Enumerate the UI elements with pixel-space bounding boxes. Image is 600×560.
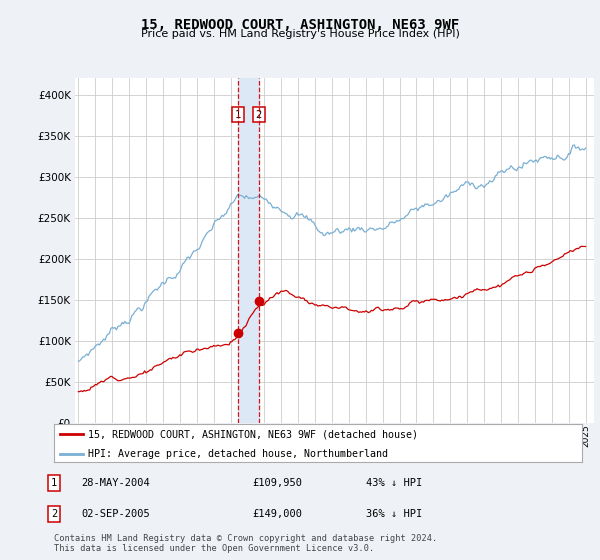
Bar xyxy=(238,78,259,423)
Text: 43% ↓ HPI: 43% ↓ HPI xyxy=(366,478,422,488)
Text: 15, REDWOOD COURT, ASHINGTON, NE63 9WF: 15, REDWOOD COURT, ASHINGTON, NE63 9WF xyxy=(141,18,459,32)
Text: £109,950: £109,950 xyxy=(252,478,302,488)
Text: Contains HM Land Registry data © Crown copyright and database right 2024.
This d: Contains HM Land Registry data © Crown c… xyxy=(54,534,437,553)
Text: 2: 2 xyxy=(51,509,57,519)
Text: 1: 1 xyxy=(51,478,57,488)
Text: 02-SEP-2005: 02-SEP-2005 xyxy=(81,509,150,519)
Text: Price paid vs. HM Land Registry's House Price Index (HPI): Price paid vs. HM Land Registry's House … xyxy=(140,29,460,39)
Text: 2: 2 xyxy=(256,110,262,120)
Text: 15, REDWOOD COURT, ASHINGTON, NE63 9WF (detached house): 15, REDWOOD COURT, ASHINGTON, NE63 9WF (… xyxy=(88,429,418,439)
Text: 1: 1 xyxy=(235,110,241,120)
Text: £149,000: £149,000 xyxy=(252,509,302,519)
Text: 36% ↓ HPI: 36% ↓ HPI xyxy=(366,509,422,519)
Text: HPI: Average price, detached house, Northumberland: HPI: Average price, detached house, Nort… xyxy=(88,449,388,459)
Text: 28-MAY-2004: 28-MAY-2004 xyxy=(81,478,150,488)
